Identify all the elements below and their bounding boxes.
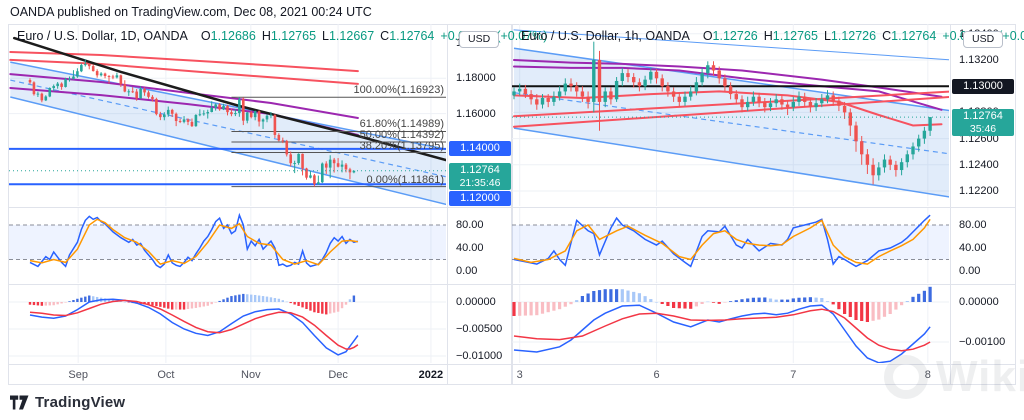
price-axis-label: 1.12200: [959, 185, 999, 197]
macd-axis-label: −0.01000: [456, 350, 503, 362]
price-axis-label: 1.12400: [959, 158, 999, 171]
time-axis-label: 8: [924, 369, 931, 381]
left-macd-histogram: [28, 293, 356, 315]
stoch-axis-label: 0.00: [456, 265, 478, 277]
close-value: 1.12764: [389, 29, 435, 43]
channel-upper-line: [513, 47, 949, 112]
high-value: 1.12765: [270, 29, 317, 43]
left-stochastic-pane: [9, 208, 446, 283]
price-axis-label: 1.13200: [959, 54, 999, 66]
time-axis-label: Nov: [241, 369, 261, 381]
price-badge-blue: 1.14000: [449, 141, 511, 157]
time-axis-label: Sep: [68, 369, 88, 381]
macd-signal-line: [513, 308, 931, 352]
right-macd-pane: [512, 285, 949, 363]
high-label: H: [763, 29, 773, 43]
symbol-title: Euro / U.S. Dollar, 1D, OANDA: [17, 29, 188, 43]
macd-axis-label: −0.00100: [959, 336, 1006, 348]
fib-level-label: 0.00%(1.11861): [366, 173, 444, 186]
tradingview-logo-text: TradingView: [35, 394, 126, 411]
stoch-axis-label: 40.00: [456, 242, 484, 254]
countdown-timer: 21:35:46: [459, 176, 501, 189]
price-axis-label: 1.16000: [456, 107, 496, 120]
time-axis-label: 2022: [418, 369, 444, 381]
close-label: C: [380, 29, 390, 43]
stoch-axis-label: 80.00: [959, 219, 987, 231]
legend-right: Euro / U.S. Dollar, 1h, OANDA O1.12726 H1.…: [521, 29, 1024, 43]
low-label: L: [823, 29, 831, 43]
stoch-axis-label: 40.00: [959, 242, 987, 254]
ma-purple-1: [9, 73, 359, 119]
time-axis-label: Dec: [328, 369, 348, 381]
channel-mid-line: [513, 92, 949, 155]
currency-button-right[interactable]: USD: [963, 31, 1004, 48]
macd-axis-label: 0.00000: [959, 296, 999, 308]
stoch-d-line: [29, 218, 359, 266]
ma-red-1: [9, 51, 359, 73]
right-macd-histogram: [512, 286, 932, 322]
open-label: O: [200, 29, 211, 43]
macd-axis-label: −0.00500: [456, 323, 503, 335]
channel-upper-line: [10, 61, 446, 150]
stoch-axis-label: 80.00: [456, 219, 484, 231]
macd-axis-label: 0.00000: [456, 296, 496, 308]
tradingview-logo: TradingView: [10, 394, 125, 411]
close-value: 1.12764: [891, 29, 937, 43]
right-candles: [512, 41, 932, 185]
macd-line: [513, 304, 931, 363]
right-price-pane: [512, 24, 949, 206]
time-axis-label: 7: [790, 369, 797, 381]
currency-button-left[interactable]: USD: [459, 31, 500, 48]
low-value: 1.12667: [328, 29, 375, 43]
open-value: 1.12726: [712, 29, 758, 43]
price-badge-blue: 1.12000: [449, 190, 511, 206]
line-blue-top: [513, 29, 949, 61]
price-badge-teal: 1.12764 35:46: [952, 109, 1014, 137]
publish-header: OANDA published on TradingView.com, Dec …: [10, 5, 372, 19]
price-axis-label: 1.18000: [456, 72, 496, 85]
fib-level-label: 100.00%(1.16923): [353, 84, 444, 97]
symbol-title: Euro / U.S. Dollar, 1h, OANDA: [521, 29, 690, 43]
time-axis-label: 6: [653, 369, 660, 381]
channel-lower-line: [513, 127, 949, 198]
time-axis-label: 3: [516, 369, 523, 381]
countdown-timer: 35:46: [969, 123, 997, 136]
chart-widget-border: [512, 24, 1016, 385]
trend-red-2: [513, 95, 949, 128]
open-value: 1.12686: [210, 29, 256, 43]
stoch-axis-label: 0.00: [959, 265, 981, 277]
macd-signal-line: [29, 299, 359, 350]
stoch-band-fill: [9, 225, 446, 260]
left-macd-pane: [9, 285, 446, 363]
low-value: 1.12726: [830, 29, 877, 43]
ma-purple-2: [513, 65, 943, 111]
trend-red-1: [513, 90, 949, 118]
right-stochastic-pane: [512, 208, 949, 283]
open-label: O: [702, 29, 713, 43]
price-badge-teal: 1.12764 21:35:46: [449, 162, 511, 190]
high-value: 1.12765: [772, 29, 818, 43]
time-axis-label: Oct: [157, 369, 175, 381]
fib-level-label: 50.00%(1.14392): [359, 128, 444, 141]
channel-mid-line: [10, 79, 446, 178]
ma-red-2: [9, 58, 359, 85]
chart-widget-border: [8, 24, 512, 385]
left-price-pane: [9, 24, 446, 206]
close-label: C: [882, 29, 892, 43]
price-badge-black: 1.13000: [952, 78, 1014, 94]
fib-level-label: 38.20%(1.13795): [359, 139, 444, 152]
left-candles: [28, 59, 356, 187]
low-label: L: [322, 29, 329, 43]
stoch-d-line: [513, 218, 931, 265]
tradingview-logo-icon: [10, 395, 29, 410]
high-label: H: [261, 29, 271, 43]
fib-level-label: 61.80%(1.14989): [359, 118, 444, 131]
macd-line: [29, 298, 359, 356]
stoch-k-line: [29, 212, 359, 269]
